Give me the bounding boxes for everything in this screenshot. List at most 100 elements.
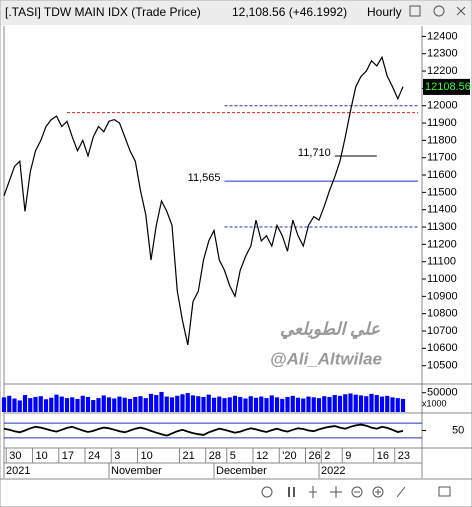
pan-button[interactable]: [330, 486, 342, 498]
x-tick-label: 10: [36, 450, 48, 462]
volume-bar: [70, 397, 75, 412]
interval: Hourly: [367, 5, 402, 19]
draw-icon[interactable]: [396, 486, 406, 498]
volume-bar: [85, 396, 91, 412]
y-tick-label: 10900: [427, 290, 458, 302]
volume-bar: [400, 398, 406, 412]
volume-bar: [248, 396, 253, 412]
volume-bar: [22, 395, 28, 412]
volume-bar: [369, 393, 374, 412]
volume-bar: [379, 396, 385, 412]
print-icon[interactable]: [438, 486, 451, 497]
period-label: 2022: [321, 465, 345, 477]
refresh-button[interactable]: [261, 486, 273, 498]
volume-bar: [327, 396, 332, 412]
volume-bar: [59, 396, 64, 412]
volume-bar: [28, 398, 33, 412]
volume-bar: [17, 400, 22, 412]
settings-icon[interactable]: [433, 5, 445, 17]
y-tick-label: 11800: [427, 134, 457, 146]
volume-unit: x1000: [422, 398, 447, 408]
x-tick-label: 28: [209, 450, 221, 462]
vertical-zoom-button[interactable]: [309, 486, 317, 498]
toolbar: [261, 486, 451, 498]
y-tick-label: 10500: [427, 360, 458, 372]
volume-bar: [227, 397, 232, 412]
level-label: 11,565: [188, 172, 221, 184]
volume-bar: [343, 394, 348, 412]
x-tick-label: 17: [62, 450, 74, 462]
y-tick-label: 50000: [427, 387, 458, 399]
y-tick-label: 11200: [427, 238, 457, 250]
x-tick-label: '20: [282, 450, 296, 462]
x-tick-label: 26: [309, 450, 321, 462]
pause-button[interactable]: [288, 487, 295, 497]
volume-bar: [295, 397, 301, 412]
x-tick-label: 10: [141, 450, 153, 462]
volume-bar: [306, 396, 311, 412]
volume-bar: [33, 396, 38, 412]
volume-bar: [332, 395, 337, 412]
volume-bar: [311, 397, 316, 412]
volume-bar: [7, 395, 12, 412]
y-tick-label: 12400: [427, 30, 458, 42]
close-button[interactable]: [456, 6, 466, 16]
quote: 12,108.56 (+46.1992): [232, 5, 347, 19]
volume-bar: [159, 391, 164, 412]
settings-button[interactable]: [433, 5, 445, 17]
volume-bar: [148, 393, 154, 412]
window-button-box[interactable]: [409, 5, 421, 17]
volume-bar: [106, 397, 112, 412]
volume-bar: [285, 396, 290, 412]
volume-bar: [395, 398, 400, 412]
zoom-out-icon[interactable]: [351, 486, 363, 498]
volume-bar: [138, 396, 143, 412]
x-tick-label: 12: [256, 450, 268, 462]
oscillator-line: [3, 423, 404, 437]
volume-bar: [1, 397, 7, 412]
zoom-in-icon[interactable]: [372, 486, 384, 498]
volume-bar: [280, 398, 285, 412]
last-price-box: [423, 78, 470, 95]
y-tick-label: 11400: [427, 204, 457, 216]
volume-bar: [122, 397, 127, 412]
x-tick-label: 5: [230, 450, 236, 462]
volume-bar: [290, 395, 295, 412]
zoom-in-button[interactable]: [372, 486, 384, 498]
volume-bar: [364, 396, 369, 412]
volume-bar: [133, 396, 138, 412]
volume-bar: [154, 395, 159, 412]
volume-bar: [201, 396, 206, 412]
close-icon[interactable]: [456, 6, 466, 16]
volume-bar: [49, 397, 54, 412]
y-tick-label: 11600: [427, 169, 457, 181]
volume-bar: [196, 396, 201, 412]
x-tick-label: 16: [377, 450, 389, 462]
zoom-out-button[interactable]: [351, 486, 363, 498]
volume-bar: [54, 394, 59, 412]
period-label: December: [216, 465, 267, 477]
volume-bar: [274, 397, 280, 412]
volume-bar: [353, 394, 358, 412]
y-tick-label: 50: [452, 424, 464, 436]
volume-bar: [390, 397, 395, 412]
volume-bar: [222, 398, 227, 412]
volume-bar: [259, 396, 264, 412]
volume-bar: [38, 396, 43, 412]
volume-bar: [80, 395, 85, 412]
print-button[interactable]: [438, 486, 451, 497]
x-tick-label: 24: [88, 450, 100, 462]
x-tick-label: 21: [183, 450, 195, 462]
header-bar: [1, 1, 471, 25]
last-price-label: 12108.56: [425, 81, 471, 93]
draw-button[interactable]: [396, 486, 406, 498]
volume-bar: [75, 398, 80, 412]
volume-bar: [269, 395, 274, 412]
volume-bar: [301, 398, 306, 412]
refresh-icon[interactable]: [261, 486, 273, 498]
volume-bar: [264, 398, 269, 412]
window-button[interactable]: [409, 5, 421, 17]
volume-bar: [96, 398, 101, 412]
volume-bar: [64, 398, 70, 412]
